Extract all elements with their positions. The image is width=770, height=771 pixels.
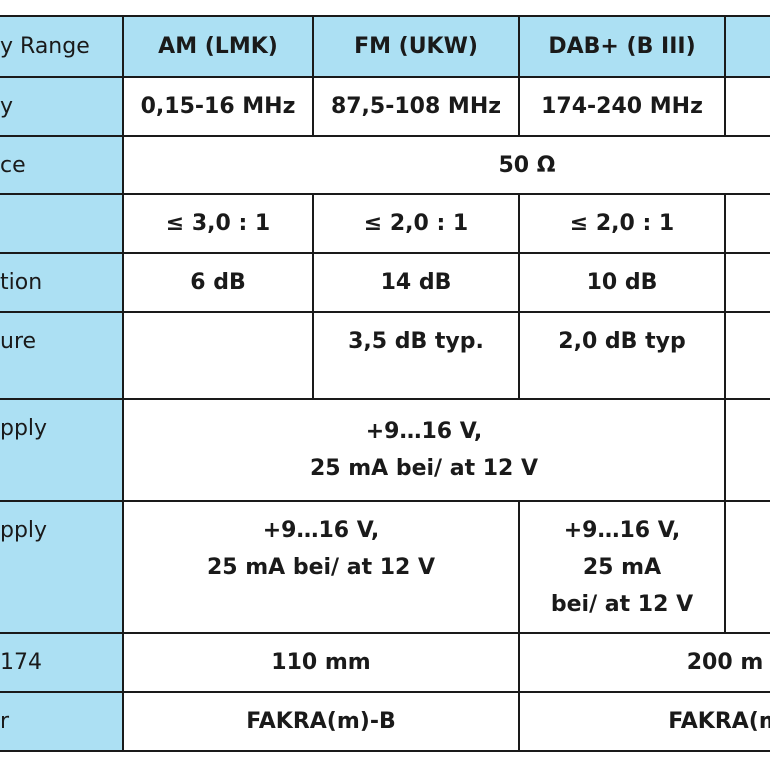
row-label: tion [0, 252, 124, 313]
row-label: pply [0, 500, 124, 634]
value-cell: 87,5-108 MHz [312, 76, 520, 137]
value-cell: 2,0 dB typ [518, 311, 726, 400]
value-cell: 200 m [518, 632, 770, 693]
row-label: ce [0, 135, 124, 195]
row-label: y Range [0, 15, 124, 78]
value-cell: 6 dB [122, 252, 314, 313]
row-label [0, 193, 124, 254]
value-cell: +9…16 V, 25 mA bei/ at 12 V [122, 500, 520, 634]
cell-line: +9…16 V, [563, 518, 681, 543]
value-cell: 14 dB [312, 252, 520, 313]
cell-line: 25 mA bei/ at 12 V [206, 555, 436, 580]
value-cell: 174-240 MHz [518, 76, 726, 137]
empty-cell [724, 500, 770, 634]
empty-cell [724, 252, 770, 313]
cell-line: 25 mA bei/ at 12 V [309, 456, 539, 481]
value-cell: 50 Ω [122, 135, 770, 195]
cell-line: 25 mA [582, 555, 662, 580]
value-cell: ≤ 2,0 : 1 [312, 193, 520, 254]
value-cell: FAKRA(m)-B [122, 691, 520, 752]
empty-cell [724, 193, 770, 254]
value-cell: 0,15-16 MHz [122, 76, 314, 137]
empty-cell [724, 398, 770, 502]
column-header: DA [724, 15, 770, 78]
value-cell: 10 dB [518, 252, 726, 313]
value-cell: ≤ 3,0 : 1 [122, 193, 314, 254]
value-cell: 3,5 dB typ. [312, 311, 520, 400]
row-label: y [0, 76, 124, 137]
row-label: r [0, 691, 124, 752]
value-cell: 110 mm [122, 632, 520, 693]
cell-line: +9…16 V, [365, 419, 483, 444]
value-cell: FAKRA(m [518, 691, 770, 752]
column-header: FM (UKW) [312, 15, 520, 78]
cell-line: +9…16 V, [262, 518, 380, 543]
empty-cell [724, 311, 770, 400]
row-label: 174 [0, 632, 124, 693]
row-label: ure [0, 311, 124, 400]
value-cell: ≤ 2,0 : 1 [518, 193, 726, 254]
column-header: AM (LMK) [122, 15, 314, 78]
row-label: pply [0, 398, 124, 502]
value-cell: +9…16 V, 25 mA bei/ at 12 V [122, 398, 726, 502]
value-cell: +9…16 V, 25 mA bei/ at 12 V [518, 500, 726, 634]
value-cell: 14 [724, 76, 770, 137]
column-header: DAB+ (B III) [518, 15, 726, 78]
empty-cell [122, 311, 314, 400]
cell-line: bei/ at 12 V [550, 592, 694, 617]
